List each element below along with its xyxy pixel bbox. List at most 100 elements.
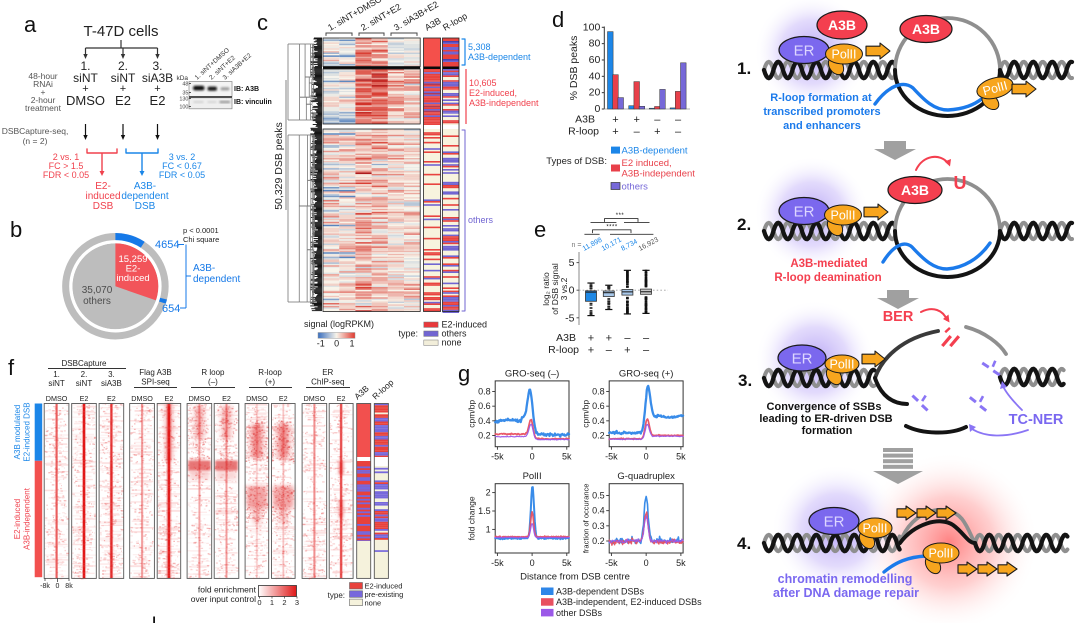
svg-text:-5k: -5k (491, 558, 504, 568)
svg-text:T-47D cells: T-47D cells (83, 23, 158, 40)
svg-text:p < 0.0001: p < 0.0001 (183, 226, 219, 235)
svg-text:PolII: PolII (830, 209, 855, 223)
svg-text:others: others (468, 215, 494, 225)
svg-text:48-hour: 48-hour (28, 71, 57, 81)
svg-text:2 vs. 1: 2 vs. 1 (53, 152, 80, 162)
svg-text:3: 3 (295, 598, 299, 607)
svg-text:0.3: 0.3 (592, 521, 605, 531)
svg-text:E2: E2 (150, 93, 166, 108)
svg-text:signal (logRPKM): signal (logRPKM) (304, 319, 374, 329)
svg-text:(n = 2): (n = 2) (23, 136, 48, 146)
svg-text:1.5: 1.5 (478, 506, 491, 516)
svg-text:leading to ER-driven DSB: leading to ER-driven DSB (759, 413, 892, 425)
svg-text:50,329 DSB peaks: 50,329 DSB peaks (273, 122, 285, 210)
svg-text:of DSB signal: of DSB signal (550, 263, 560, 315)
svg-text:A3B-dependent: A3B-dependent (468, 52, 531, 62)
svg-text:E2: E2 (337, 394, 346, 403)
svg-text:DMSO: DMSO (131, 394, 153, 403)
svg-text:3.: 3. (738, 371, 752, 390)
svg-text:cpm/bp: cpm/bp (467, 400, 477, 428)
svg-text:1: 1 (349, 339, 354, 349)
svg-text:siNT: siNT (76, 379, 93, 388)
svg-text:5k: 5k (562, 558, 572, 568)
svg-text:siNT: siNT (48, 379, 65, 388)
svg-text:0: 0 (334, 339, 339, 349)
svg-text:RNAi: RNAi (33, 79, 53, 89)
svg-text:DSB: DSB (93, 201, 114, 212)
svg-text:+: + (612, 126, 618, 138)
svg-text:1.: 1. (737, 59, 751, 78)
svg-text:-5k: -5k (605, 452, 618, 462)
svg-text:5k: 5k (562, 452, 572, 462)
svg-text:5,308: 5,308 (468, 42, 491, 52)
svg-text:A3B: A3B (912, 21, 940, 37)
svg-text:E2: E2 (115, 93, 131, 108)
svg-text:induced: induced (85, 191, 120, 202)
svg-text:4654: 4654 (155, 239, 179, 251)
svg-text:(–): (–) (208, 378, 218, 387)
svg-text:R-loop deamination: R-loop deamination (774, 272, 881, 284)
svg-text:ER: ER (322, 368, 333, 377)
svg-text:Flag A3B: Flag A3B (139, 368, 171, 377)
svg-text:-5k: -5k (491, 452, 504, 462)
svg-text:ER: ER (794, 43, 815, 60)
svg-text:Chi square: Chi square (183, 235, 219, 244)
svg-text:PolII: PolII (831, 48, 856, 62)
svg-text:0.8: 0.8 (592, 387, 605, 397)
svg-text:PolII: PolII (829, 358, 854, 372)
svg-text:0.4: 0.4 (592, 416, 605, 426)
svg-text:siA3B: siA3B (142, 71, 173, 85)
svg-text:fold change: fold change (467, 496, 477, 540)
svg-text:A3B-dependent DSBs: A3B-dependent DSBs (556, 587, 645, 597)
svg-text:+: + (82, 83, 88, 95)
svg-text:DMSO: DMSO (66, 93, 105, 108)
svg-text:BER: BER (883, 309, 914, 325)
svg-text:48: 48 (182, 82, 188, 88)
svg-text:2.: 2. (118, 59, 128, 73)
svg-text:DMSO: DMSO (246, 394, 268, 403)
svg-text:–: – (675, 114, 682, 126)
svg-text:siA3B: siA3B (101, 379, 122, 388)
svg-text:0.2: 0.2 (592, 431, 605, 441)
svg-text:–: – (624, 333, 631, 345)
svg-text:-1: -1 (317, 339, 325, 349)
svg-text:ER: ER (792, 351, 813, 368)
svg-text:Convergence of SSBs: Convergence of SSBs (767, 401, 882, 413)
svg-text:PolII: PolII (523, 471, 542, 482)
svg-text:5k: 5k (676, 452, 686, 462)
svg-text:E2-induced: E2-induced (13, 499, 22, 539)
svg-text:other DSBs: other DSBs (556, 608, 603, 618)
svg-text:FC > 1.5: FC > 1.5 (49, 161, 84, 171)
svg-text:R-loop: R-loop (568, 126, 599, 138)
svg-text:0.2: 0.2 (592, 536, 605, 546)
svg-text:3.: 3. (152, 59, 162, 73)
svg-text:-5: -5 (565, 312, 574, 324)
svg-text:10,605: 10,605 (469, 78, 497, 88)
svg-text:2: 2 (486, 488, 491, 498)
svg-text:% DSB peaks: % DSB peaks (568, 36, 580, 101)
svg-text:A3B: A3B (556, 332, 576, 344)
svg-text:+: + (120, 83, 126, 95)
svg-text:3 vs. 2: 3 vs. 2 (169, 152, 196, 162)
svg-text:35: 35 (182, 91, 188, 97)
svg-text:fold enrichment: fold enrichment (198, 585, 257, 595)
svg-text:transcribed promoters: transcribed promoters (763, 106, 880, 118)
svg-text:–: – (654, 114, 661, 126)
svg-text:1: 1 (486, 524, 491, 534)
svg-text:+: + (154, 83, 160, 95)
svg-text:DMSO: DMSO (304, 394, 326, 403)
svg-text:E2: E2 (222, 394, 231, 403)
svg-text:ChIP-seq: ChIP-seq (311, 378, 344, 387)
svg-text:over input control: over input control (191, 594, 256, 604)
svg-text:0.4: 0.4 (592, 506, 605, 516)
svg-text:0.4: 0.4 (478, 416, 491, 426)
svg-text:Distance from DSB centre: Distance from DSB centre (520, 572, 630, 583)
svg-text:induced: induced (116, 273, 149, 284)
svg-text:0: 0 (257, 598, 261, 607)
svg-text:E2-: E2- (126, 264, 141, 275)
svg-text:0.8: 0.8 (478, 387, 491, 397)
svg-text:8k: 8k (65, 583, 73, 590)
svg-text:E2-induced: E2-induced (442, 320, 488, 330)
svg-text:dependent: dependent (193, 274, 240, 285)
svg-text:type:: type: (398, 329, 418, 339)
